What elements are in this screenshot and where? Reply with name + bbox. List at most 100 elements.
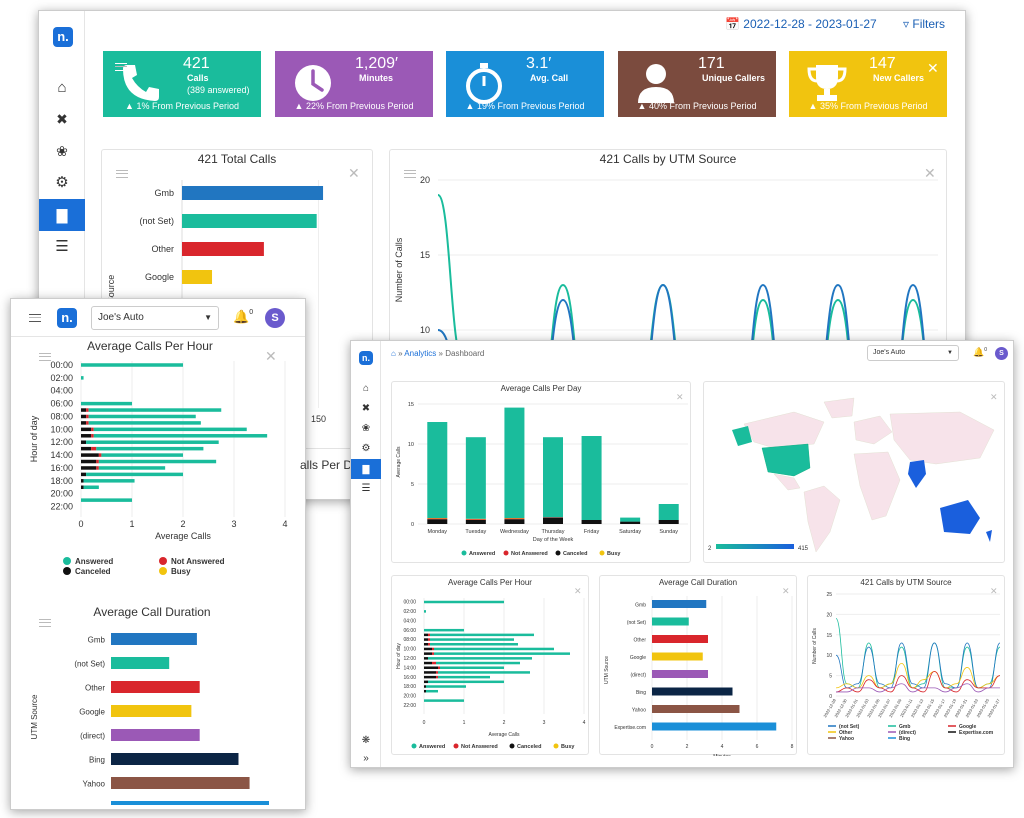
account-select[interactable]: Joe's Auto ▼ bbox=[91, 306, 219, 330]
filters-button[interactable]: ▿ Filters bbox=[903, 17, 945, 31]
map-europe bbox=[853, 415, 893, 445]
bar-canceled-10 bbox=[81, 427, 92, 432]
panel-menu-icon[interactable] bbox=[39, 353, 51, 361]
bell-icon[interactable]: 🔔0 bbox=[973, 347, 987, 357]
tools-icon[interactable]: ✖ bbox=[56, 111, 68, 127]
logo[interactable]: n. bbox=[359, 351, 373, 365]
calls-per-day-chart: 0 5 10 15 Average Calls Monday Tuesday Wednesda… bbox=[396, 402, 688, 557]
close-icon[interactable]: ✕ bbox=[990, 586, 998, 596]
help-icon[interactable]: ❋ bbox=[361, 735, 371, 746]
legend-item[interactable]: Answered bbox=[63, 557, 113, 566]
map-usa bbox=[761, 443, 811, 477]
mobile-duration-chart: Gmb (not Set) Other Google (direct) Bing Yahoo… bbox=[30, 633, 269, 805]
legend-dot bbox=[599, 550, 605, 556]
map-india bbox=[908, 460, 926, 488]
chevron-down-icon: ▼ bbox=[204, 313, 212, 322]
logo[interactable]: n. bbox=[53, 27, 73, 47]
y-tick-label: 0 bbox=[829, 694, 832, 700]
category-label: Other bbox=[151, 244, 174, 254]
close-icon[interactable]: ✕ bbox=[676, 392, 684, 402]
category-label: (not Set) bbox=[74, 660, 105, 669]
analytics-icon[interactable]: ▇ bbox=[39, 199, 85, 231]
account-label: Joe's Auto bbox=[873, 349, 906, 356]
bar-not_answered-14 bbox=[438, 666, 440, 669]
y-tick-label: 20:00 bbox=[403, 694, 416, 700]
panel-menu-icon[interactable] bbox=[39, 619, 51, 627]
avatar[interactable]: S bbox=[265, 308, 285, 328]
bar-canceled-15 bbox=[424, 671, 436, 674]
x-tick-label: 1 bbox=[129, 519, 134, 529]
bar-canceled-14 bbox=[424, 666, 438, 669]
stat-label: Avg. Call bbox=[530, 73, 569, 83]
panel-menu-icon[interactable] bbox=[404, 170, 416, 178]
bar-1 bbox=[652, 617, 689, 626]
home-icon[interactable]: ⌂ bbox=[391, 349, 396, 358]
list-icon[interactable]: ☰ bbox=[361, 483, 371, 494]
y-tick-label: 10 bbox=[408, 442, 414, 448]
legend-item[interactable]: Canceled bbox=[63, 567, 111, 576]
y-tick-label: 12:00 bbox=[403, 656, 416, 662]
bar-answered-17 bbox=[86, 472, 183, 477]
expand-icon[interactable]: » bbox=[363, 753, 369, 764]
close-icon[interactable]: ✕ bbox=[990, 392, 998, 402]
list-icon[interactable]: ☰ bbox=[55, 238, 69, 255]
stat-change: ▲ 19% From Previous Period bbox=[465, 101, 585, 111]
bar-answered-9 bbox=[88, 421, 201, 425]
y-tick-label: 18:00 bbox=[403, 684, 416, 690]
close-icon[interactable]: ✕ bbox=[927, 60, 939, 76]
home-icon[interactable]: ⌂ bbox=[57, 79, 67, 96]
panel-menu-icon[interactable] bbox=[116, 170, 128, 178]
y-tick-label: 15 bbox=[420, 250, 430, 260]
breadcrumb-analytics[interactable]: Analytics bbox=[404, 349, 437, 358]
bar-answered-8 bbox=[88, 414, 196, 419]
integrations-icon[interactable]: ❀ bbox=[56, 143, 68, 159]
close-icon[interactable]: ✕ bbox=[782, 586, 790, 596]
close-icon[interactable]: ✕ bbox=[924, 165, 936, 181]
x-axis-label: Average Calls bbox=[155, 531, 211, 541]
bar-5 bbox=[111, 753, 239, 765]
gear-icon[interactable]: ⚙ bbox=[55, 174, 69, 191]
bar-canceled-9 bbox=[81, 421, 87, 425]
x-tick-label: 2 bbox=[503, 720, 506, 726]
avatar[interactable]: S bbox=[995, 347, 1008, 360]
bar-answered-11 bbox=[93, 434, 268, 438]
gear-icon[interactable]: ⚙ bbox=[361, 443, 371, 454]
integrations-icon[interactable]: ❀ bbox=[361, 423, 371, 434]
category-label: Monday bbox=[427, 529, 447, 535]
analytics-icon[interactable]: ▇ bbox=[351, 459, 381, 479]
category-label: (not Set) bbox=[139, 216, 174, 226]
logo[interactable]: n. bbox=[57, 308, 77, 328]
map-canada bbox=[743, 411, 825, 449]
legend-label: Bing bbox=[899, 736, 910, 742]
close-icon[interactable]: ✕ bbox=[265, 348, 277, 364]
legend-dot bbox=[159, 567, 167, 575]
category-label: Sunday bbox=[659, 529, 678, 535]
calls-per-day-panel: Average Calls Per Day ✕ 0 5 10 15 Average Ca… bbox=[391, 381, 691, 563]
stat-card-3: 171 Unique Callers ▲ 40% From Previous Per… bbox=[618, 51, 776, 117]
bar-answered-5 bbox=[620, 517, 641, 522]
tab-hourly-chart: 0 1 2 3 4 00:00 02:00 04:00 06:00 08:00 10:00 12:00… bbox=[396, 598, 586, 750]
bar-canceled-16 bbox=[424, 675, 436, 679]
y-tick-label: 5 bbox=[411, 482, 414, 488]
close-icon[interactable]: ✕ bbox=[574, 586, 582, 596]
bar-answered-6 bbox=[81, 401, 132, 406]
arrow-up-icon: ▲ bbox=[294, 101, 306, 111]
legend-item[interactable]: Busy bbox=[159, 567, 191, 576]
tools-icon[interactable]: ✖ bbox=[361, 403, 371, 414]
card-menu-icon[interactable] bbox=[115, 63, 127, 71]
stat-label: Calls bbox=[187, 73, 209, 83]
bar-4 bbox=[111, 729, 200, 741]
date-range[interactable]: 📅 2022-12-28 - 2023-01-27 bbox=[725, 17, 877, 31]
legend-label: Gmb bbox=[899, 724, 910, 730]
map-asia bbox=[889, 411, 995, 465]
category-label: Gmb bbox=[88, 636, 106, 645]
account-select[interactable]: Joe's Auto ▼ bbox=[867, 345, 959, 361]
home-icon[interactable]: ⌂ bbox=[362, 383, 370, 394]
bell-icon[interactable]: 🔔0 bbox=[233, 309, 254, 324]
bar-answered-2 bbox=[81, 376, 84, 380]
legend-item[interactable]: Not Answered bbox=[159, 557, 225, 566]
close-icon[interactable]: ✕ bbox=[348, 165, 360, 181]
menu-icon[interactable] bbox=[29, 314, 41, 322]
legend-label: Busy bbox=[171, 567, 191, 576]
map-australia bbox=[940, 500, 980, 534]
